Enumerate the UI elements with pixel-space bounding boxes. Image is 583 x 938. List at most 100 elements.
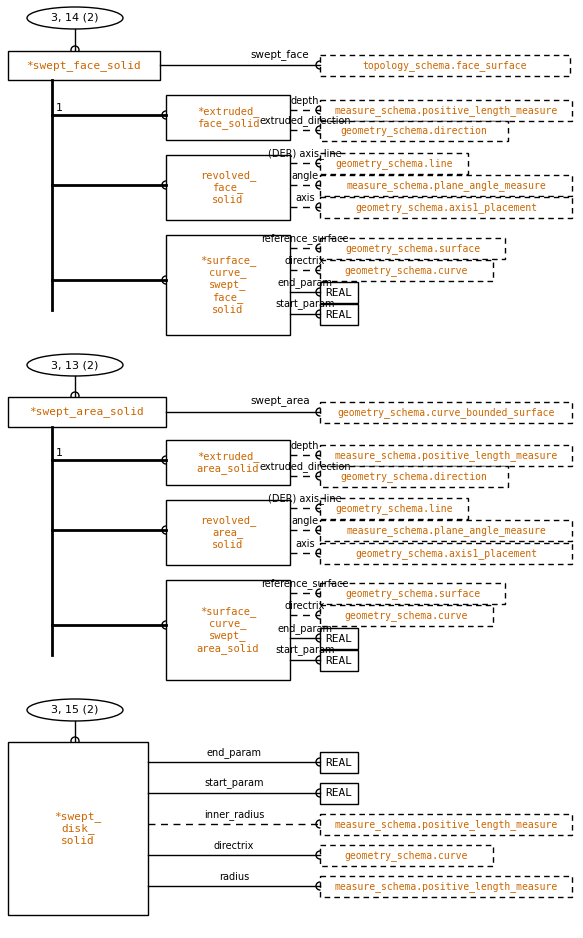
Bar (320, 543, 572, 564)
Bar (320, 650, 358, 671)
Text: angle: angle (292, 516, 318, 526)
Text: REAL: REAL (325, 633, 353, 643)
Bar (320, 100, 572, 121)
Text: 3, 13 (2): 3, 13 (2) (51, 360, 99, 370)
Text: start_param: start_param (275, 299, 335, 310)
Text: depth: depth (291, 441, 319, 451)
Text: extruded_direction: extruded_direction (259, 115, 351, 126)
Bar (320, 260, 493, 281)
Text: start_param: start_param (204, 779, 264, 789)
Text: *swept_face_solid: *swept_face_solid (27, 60, 141, 71)
Bar (320, 845, 493, 866)
Bar (320, 628, 358, 649)
Text: 1: 1 (56, 448, 63, 458)
Text: (DER) axis_line: (DER) axis_line (268, 493, 342, 504)
Bar (320, 445, 572, 466)
Bar (320, 814, 572, 835)
Text: end_param: end_param (278, 277, 332, 288)
Text: 3, 14 (2): 3, 14 (2) (51, 13, 99, 23)
Text: measure_schema.plane_angle_measure: measure_schema.plane_angle_measure (346, 525, 546, 536)
Bar (320, 304, 358, 325)
Bar (320, 605, 493, 626)
Text: geometry_schema.line: geometry_schema.line (335, 503, 453, 514)
Text: geometry_schema.curve: geometry_schema.curve (345, 265, 468, 276)
Bar (320, 197, 572, 218)
Bar (320, 466, 508, 487)
Bar (320, 153, 468, 174)
Text: geometry_schema.surface: geometry_schema.surface (345, 243, 480, 254)
Text: reference_surface: reference_surface (261, 234, 349, 244)
Text: *surface_
curve_
swept_
face_
solid: *surface_ curve_ swept_ face_ solid (200, 255, 256, 315)
Ellipse shape (27, 7, 123, 29)
Bar (320, 55, 570, 76)
Text: revolved_
area_
solid: revolved_ area_ solid (200, 515, 256, 550)
Text: axis: axis (295, 539, 315, 549)
Bar (8, 742, 148, 915)
Text: geometry_schema.axis1_placement: geometry_schema.axis1_placement (355, 548, 537, 559)
Bar (320, 498, 468, 519)
Bar (320, 282, 358, 303)
Text: *extruded_
face_solid: *extruded_ face_solid (196, 106, 259, 129)
Text: end_param: end_param (278, 623, 332, 634)
Text: 1: 1 (56, 103, 63, 113)
Bar (320, 752, 358, 773)
Text: geometry_schema.surface: geometry_schema.surface (345, 588, 480, 599)
Text: REAL: REAL (325, 656, 353, 665)
Text: start_param: start_param (275, 645, 335, 656)
Text: *surface_
curve_
swept_
area_solid: *surface_ curve_ swept_ area_solid (196, 606, 259, 654)
Text: directrix: directrix (285, 601, 325, 611)
Text: *swept_
disk_
solid: *swept_ disk_ solid (54, 811, 101, 846)
Bar (320, 520, 572, 541)
Text: directrix: directrix (285, 256, 325, 266)
Text: angle: angle (292, 171, 318, 181)
Text: *extruded_
area_solid: *extruded_ area_solid (196, 451, 259, 475)
Text: measure_schema.positive_length_measure: measure_schema.positive_length_measure (335, 450, 557, 461)
Bar (320, 783, 358, 804)
Text: measure_schema.positive_length_measure: measure_schema.positive_length_measure (335, 881, 557, 892)
Text: 3, 15 (2): 3, 15 (2) (51, 705, 99, 715)
Bar (8, 51, 160, 80)
Text: geometry_schema.line: geometry_schema.line (335, 158, 453, 169)
Text: *swept_area_solid: *swept_area_solid (30, 406, 145, 417)
Text: directrix: directrix (214, 841, 254, 851)
Text: geometry_schema.axis1_placement: geometry_schema.axis1_placement (355, 202, 537, 213)
Bar (166, 580, 290, 680)
Text: swept_face: swept_face (251, 49, 310, 60)
Text: REAL: REAL (325, 288, 353, 297)
Text: reference_surface: reference_surface (261, 578, 349, 589)
Bar (320, 583, 505, 604)
Bar (166, 500, 290, 565)
Text: geometry_schema.direction: geometry_schema.direction (340, 471, 487, 482)
Text: geometry_schema.curve: geometry_schema.curve (345, 610, 468, 621)
Bar (166, 155, 290, 220)
Ellipse shape (27, 354, 123, 376)
Text: revolved_
face_
solid: revolved_ face_ solid (200, 170, 256, 205)
Bar (166, 235, 290, 335)
Text: (DER) axis_line: (DER) axis_line (268, 148, 342, 159)
Text: axis: axis (295, 193, 315, 203)
Bar (8, 397, 166, 427)
Text: extruded_direction: extruded_direction (259, 461, 351, 472)
Text: measure_schema.positive_length_measure: measure_schema.positive_length_measure (335, 819, 557, 830)
Text: end_param: end_param (206, 747, 262, 758)
Text: measure_schema.positive_length_measure: measure_schema.positive_length_measure (335, 105, 557, 116)
Bar (320, 175, 572, 196)
Text: geometry_schema.curve: geometry_schema.curve (345, 850, 468, 861)
Bar (320, 402, 572, 423)
Bar (320, 238, 505, 259)
Text: REAL: REAL (325, 310, 353, 320)
Text: REAL: REAL (325, 789, 353, 798)
Text: swept_area: swept_area (250, 397, 310, 407)
Text: geometry_schema.curve_bounded_surface: geometry_schema.curve_bounded_surface (338, 407, 554, 418)
Bar (166, 95, 290, 140)
Text: depth: depth (291, 96, 319, 106)
Text: measure_schema.plane_angle_measure: measure_schema.plane_angle_measure (346, 180, 546, 191)
Ellipse shape (27, 699, 123, 721)
Bar (166, 440, 290, 485)
Text: REAL: REAL (325, 758, 353, 767)
Text: topology_schema.face_surface: topology_schema.face_surface (363, 60, 527, 71)
Text: geometry_schema.direction: geometry_schema.direction (340, 126, 487, 136)
Bar (320, 121, 508, 141)
Bar (320, 876, 572, 897)
Text: inner_radius: inner_radius (204, 809, 264, 820)
